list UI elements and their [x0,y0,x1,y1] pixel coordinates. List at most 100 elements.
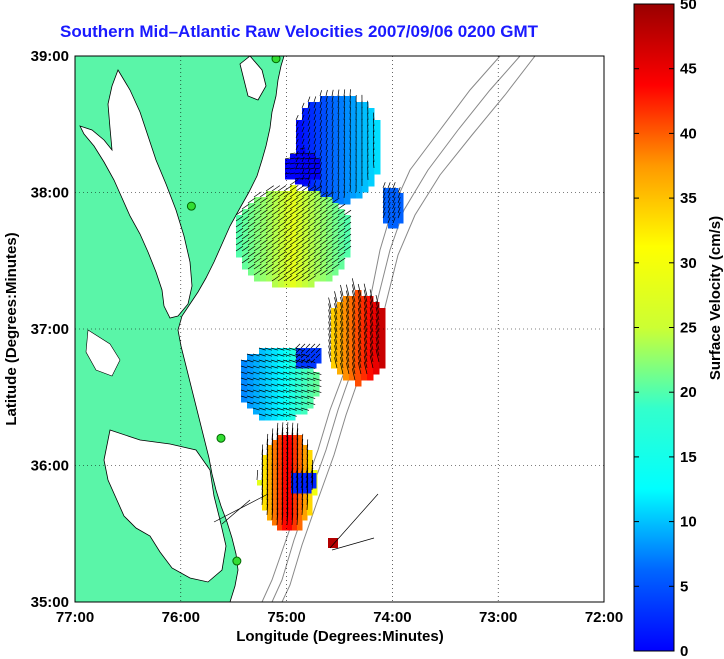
velocity-cell [290,269,297,276]
velocity-cell [284,215,291,222]
velocity-cell [307,510,313,516]
velocity-cell [267,510,273,516]
velocity-arrow [271,215,281,222]
velocity-arrow [346,326,350,339]
velocity-arrow [286,422,289,436]
velocity-arrow [343,209,352,216]
velocity-cell [272,460,278,466]
velocity-cell [356,114,363,121]
velocity-arrow [295,257,305,264]
velocity-arrow [235,239,244,246]
velocity-arrow [252,401,260,405]
velocity-arrow [296,423,299,436]
velocity-cell [332,251,339,258]
velocity-cell [277,475,283,481]
velocity-cell [289,378,296,385]
velocity-arrow [271,233,281,240]
velocity-arrow [351,362,356,375]
velocity-cell [283,354,290,361]
velocity-cell [373,356,380,363]
velocity-arrow [283,257,293,264]
velocity-cell [260,209,267,216]
velocity-arrow [246,371,254,375]
velocity-arrow [337,155,340,163]
velocity-cell [338,126,345,133]
velocity-cell [272,221,279,228]
velocity-arrow [290,467,294,474]
velocity-arrow [270,347,279,351]
velocity-cell [248,227,255,234]
velocity-arrow [357,319,362,333]
velocity-cell [320,138,327,145]
velocity-arrow [337,179,340,187]
x-tick-label: 73:00 [479,609,517,626]
velocity-arrow [351,356,356,369]
velocity-cell [361,338,368,345]
velocity-arrow [241,245,250,252]
velocity-cell [278,263,285,270]
velocity-cell [254,197,261,204]
velocity-cell [241,396,248,403]
velocity-cell [355,314,362,321]
velocity-cell [314,269,321,276]
velocity-arrow [296,453,299,466]
velocity-cell [283,378,290,385]
velocity-cell [332,263,339,270]
velocity-arrow [247,239,256,246]
velocity-arrow [340,284,344,297]
velocity-cell [338,174,345,181]
velocity-cell [262,475,268,481]
velocity-arrow [306,377,316,381]
velocity-cell [301,348,307,354]
velocity-cell [343,332,350,339]
velocity-arrow [392,192,396,199]
velocity-cell [374,144,381,151]
velocity-cell [331,314,338,321]
velocity-cell [272,257,279,264]
velocity-arrow [271,269,281,276]
velocity-cell [302,239,309,246]
velocity-cell [331,362,338,369]
velocity-cell [367,320,374,327]
velocity-cell [361,344,368,351]
velocity-cell [236,215,243,222]
velocity-arrow [300,353,306,359]
velocity-cell [265,396,272,403]
velocity-cell [277,505,283,511]
velocity-cell [290,245,297,252]
velocity-cell [343,350,350,357]
velocity-cell [290,233,297,240]
velocity-arrow [259,215,268,222]
velocity-arrow [312,371,322,375]
velocity-arrow [301,483,304,496]
velocity-arrow [276,407,285,411]
velocity-cell [248,245,255,252]
velocity-arrow [331,131,334,139]
velocity-cell [308,197,315,204]
velocity-arrow [307,96,311,103]
velocity-arrow [337,191,340,199]
velocity-arrow [313,96,317,103]
velocity-arrow [295,132,299,139]
velocity-cell [271,414,278,421]
velocity-arrow [301,138,305,145]
velocity-cell [320,227,327,234]
velocity-cell [292,520,298,526]
velocity-cell [314,203,321,210]
velocity-cell [320,269,327,276]
velocity-arrow [283,263,293,270]
velocity-cell [332,245,339,252]
velocity-cell [289,414,296,421]
velocity-arrow [295,126,299,133]
velocity-arrow [369,289,374,303]
velocity-cell [292,505,298,511]
velocity-arrow [306,454,309,466]
velocity-arrow [307,144,311,151]
velocity-arrow [325,233,334,240]
velocity-arrow [286,512,289,526]
velocity-cell [311,483,317,489]
velocity-arrow [295,467,299,474]
velocity-cell [338,150,345,157]
velocity-cell [284,209,291,216]
velocity-cell [338,257,345,264]
